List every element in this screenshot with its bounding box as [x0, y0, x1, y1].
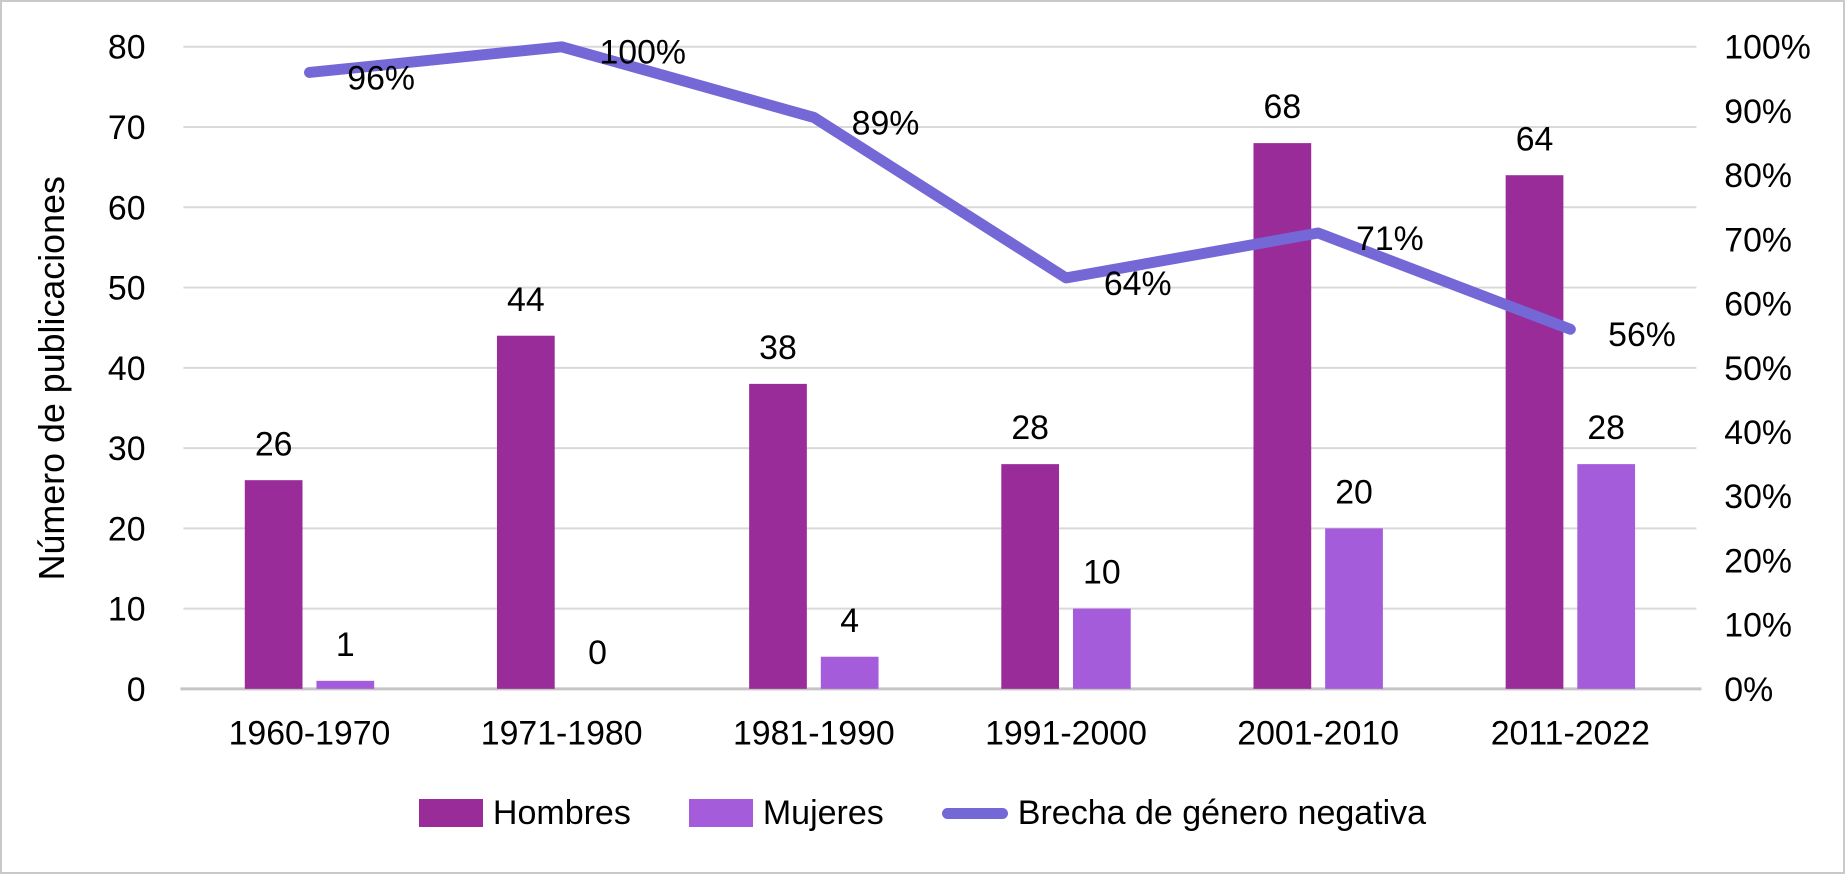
right-axis-tick: 100%	[1724, 29, 1811, 67]
left-axis-tick: 20	[108, 510, 146, 548]
bar-value-label: 38	[759, 329, 797, 367]
bar-hombres-1981-1990	[749, 383, 807, 689]
legend-line-swatch	[941, 807, 1008, 819]
bar-value-label: 26	[255, 425, 293, 463]
bar-mujeres-1991-2000	[1072, 608, 1131, 689]
line-value-label: 100%	[599, 34, 686, 72]
right-axis-tick: 60%	[1724, 286, 1792, 324]
bar-value-label: 1	[336, 626, 355, 664]
bar-hombres-2011-2022	[1505, 175, 1564, 689]
bar-hombres-2001-2010	[1253, 143, 1312, 689]
right-axis-tick: 70%	[1724, 221, 1792, 259]
left-axis-tick: 70	[108, 109, 146, 147]
bar-value-label: 20	[1335, 473, 1373, 511]
right-axis-tick: 50%	[1724, 350, 1792, 388]
left-axis-tick: 40	[108, 350, 146, 388]
x-axis-label: 2001-2010	[1237, 715, 1399, 753]
line-value-label: 56%	[1608, 316, 1676, 354]
x-axis-label: 1991-2000	[985, 715, 1147, 753]
left-axis-tick: 10	[108, 591, 146, 629]
bar-value-label: 68	[1264, 88, 1302, 126]
line-value-label: 71%	[1356, 220, 1424, 258]
x-axis-label: 1981-1990	[733, 715, 895, 753]
bar-value-label: 64	[1516, 120, 1554, 158]
right-axis-tick: 10%	[1724, 607, 1792, 645]
legend-label: Brecha de género negativa	[1017, 793, 1427, 832]
legend-item-mujeres: Mujeres	[688, 793, 884, 833]
right-axis-tick: 0%	[1724, 671, 1773, 709]
right-axis-tick: 40%	[1724, 414, 1792, 452]
bar-mujeres-2011-2022	[1577, 464, 1636, 689]
right-axis-tick: 20%	[1724, 542, 1792, 580]
left-axis-tick: 50	[108, 270, 146, 308]
bar-mujeres-2001-2010	[1325, 528, 1383, 689]
bar-mujeres-1981-1990	[820, 656, 879, 689]
left-axis-tick: 30	[108, 430, 146, 468]
right-axis-tick: 30%	[1724, 478, 1792, 516]
legend-label: Mujeres	[762, 793, 884, 832]
bar-hombres-1960-1970	[244, 480, 303, 689]
legend-item-hombres: Hombres	[418, 793, 631, 833]
bar-value-label: 10	[1083, 554, 1121, 592]
left-axis-tick: 0	[127, 671, 146, 709]
x-axis-label: 1960-1970	[229, 715, 391, 753]
bar-value-label: 28	[1587, 409, 1625, 447]
legend-bar-swatch	[688, 799, 753, 827]
legend-item-brecha-de-g-nero-negativa: Brecha de género negativa	[941, 793, 1427, 833]
bar-hombres-1991-2000	[1001, 464, 1060, 689]
bar-mujeres-1960-1970	[316, 680, 375, 689]
right-axis-tick: 80%	[1724, 157, 1792, 195]
line-value-label: 64%	[1104, 265, 1172, 303]
x-axis-label: 2011-2022	[1491, 715, 1650, 753]
trend-line	[304, 41, 1576, 335]
x-axis-label: 1971-1980	[481, 715, 643, 753]
bar-value-label: 44	[507, 281, 545, 319]
line-value-label: 89%	[852, 104, 920, 142]
right-axis-tick: 90%	[1724, 93, 1792, 131]
legend: Hombres Mujeres Brecha de género negativa	[2, 790, 1843, 836]
bar-value-label: 0	[588, 634, 607, 672]
left-axis-tick: 60	[108, 189, 146, 227]
legend-label: Hombres	[492, 793, 631, 832]
legend-bar-swatch	[418, 799, 483, 827]
bar-value-label: 28	[1011, 409, 1049, 447]
line-value-label: 96%	[347, 59, 415, 97]
bar-value-label: 4	[840, 602, 859, 640]
left-axis-title: Número de publicaciones	[32, 176, 72, 580]
bar-hombres-1971-1980	[496, 335, 555, 689]
left-axis-tick: 80	[108, 29, 146, 67]
